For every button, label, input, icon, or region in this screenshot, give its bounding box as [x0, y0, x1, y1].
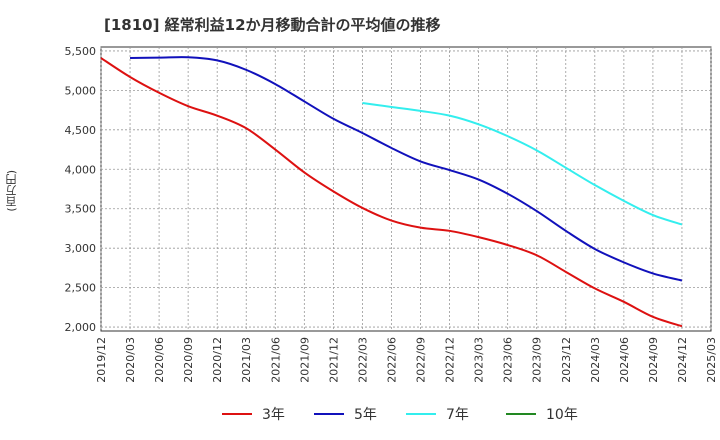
y-tick-label: 3,000	[65, 242, 97, 255]
x-tick-label: 2021/06	[269, 337, 282, 383]
y-tick-label: 5,500	[65, 45, 97, 58]
y-tick-label: 2,000	[65, 321, 97, 334]
x-tick-label: 2022/12	[444, 337, 457, 383]
x-tick-label: 2020/06	[153, 337, 166, 383]
x-tick-label: 2021/12	[327, 337, 340, 383]
legend-label: 7年	[446, 407, 469, 423]
y-tick-label: 4,500	[65, 124, 97, 137]
x-tick-label: 2020/09	[182, 337, 195, 383]
x-tick-label: 2022/09	[415, 337, 428, 383]
x-tick-label: 2024/06	[618, 337, 631, 383]
x-tick-label: 2022/03	[356, 337, 369, 383]
x-tick-label: 2023/03	[473, 337, 486, 383]
legend-label: 3年	[262, 407, 285, 423]
legend-label: 10年	[546, 407, 578, 423]
chart-title: [1810] 経常利益12か月移動合計の平均値の推移	[104, 16, 441, 34]
x-tick-label: 2023/06	[502, 337, 515, 383]
y-tick-label: 2,500	[65, 282, 97, 295]
y-tick-label: 5,000	[65, 84, 97, 97]
x-tick-label: 2024/12	[676, 337, 689, 383]
x-tick-label: 2021/09	[298, 337, 311, 383]
y-tick-label: 3,500	[65, 203, 97, 216]
x-tick-label: 2024/09	[647, 337, 660, 383]
x-tick-label: 2022/06	[385, 337, 398, 383]
x-tick-label: 2024/03	[589, 337, 602, 383]
x-tick-label: 2023/09	[531, 337, 544, 383]
x-tick-label: 2020/12	[211, 337, 224, 383]
legend-label: 5年	[354, 407, 377, 423]
series-line-3	[362, 102, 683, 226]
series-line-1	[100, 57, 683, 328]
x-tick-label: 2019/12	[95, 337, 108, 383]
x-tick-label: 2023/12	[560, 337, 573, 383]
x-tick-label: 2021/03	[240, 337, 253, 383]
plot-frame	[100, 46, 712, 332]
x-tick-label: 2020/03	[124, 337, 137, 383]
y-tick-label: 4,000	[65, 163, 97, 176]
series-line-2	[130, 56, 683, 282]
x-tick-label: 2025/03	[705, 337, 718, 383]
